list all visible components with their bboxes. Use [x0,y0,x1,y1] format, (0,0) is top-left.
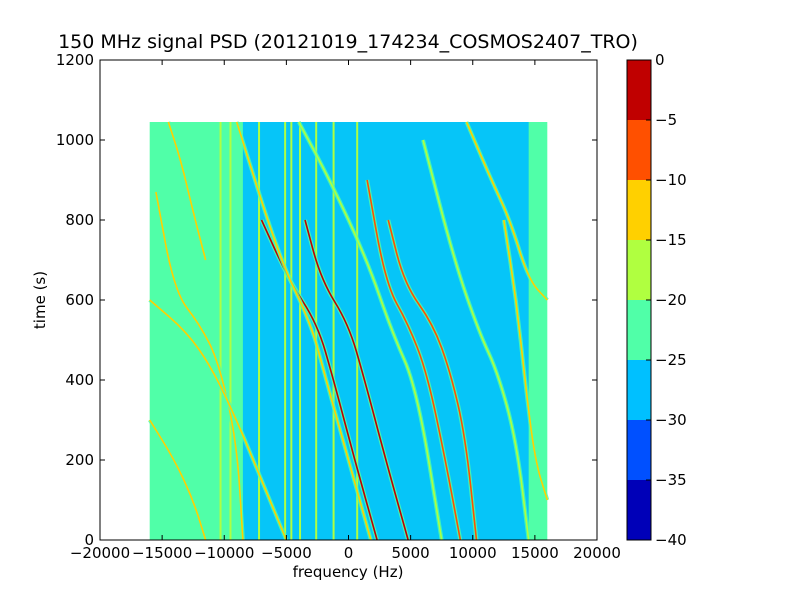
colorbar-segment [627,360,651,420]
plot-area [148,121,550,540]
y-tick-label: 800 [65,211,94,229]
y-tick-label: 600 [65,291,94,309]
colorbar-tick-label: 0 [655,51,665,69]
colorbar-tick-label: −30 [655,411,687,429]
colorbar-segment [627,480,651,540]
doppler-trace [149,419,207,540]
colorbar-tick-label: −15 [655,231,687,249]
x-tick-label: 15000 [511,544,559,562]
doppler-trace [155,191,244,540]
y-tick-label: 1200 [56,51,94,69]
y-tick-label: 400 [65,371,94,389]
x-tick-label: 0 [344,544,354,562]
colorbar-tick-label: −20 [655,291,687,309]
colorbar-segment [627,240,651,300]
colorbar-segment [627,180,651,240]
colorbar-tick-label: −5 [655,111,677,129]
x-tick-label: −10000 [194,544,254,562]
x-axis: −20000 −15000 −10000 −5000 0 5000 10000 15000 20… [70,60,621,562]
x-tick-label: 5000 [392,544,430,562]
doppler-trace [422,139,530,540]
colorbar-tick-label: −40 [655,531,687,549]
doppler-trace [260,219,378,540]
colorbar: −40 −35 −30 −25 −20 −15 −10 −5 0 [626,51,687,549]
y-tick-label: 1000 [56,131,94,149]
doppler-trace [235,121,372,540]
y-tick-label: 0 [84,531,94,549]
x-tick-label: −5000 [261,544,312,562]
doppler-trace [298,121,443,540]
colorbar-tick-label: −35 [655,471,687,489]
colorbar-segment [627,420,651,480]
y-tick-label: 200 [65,451,94,469]
doppler-trace [503,219,549,501]
doppler-trace [387,219,478,540]
colorbar-tick-label: −10 [655,171,687,189]
y-axis-label: time (s) [31,271,49,329]
x-tick-label: −20000 [70,544,130,562]
doppler-trace [167,121,207,261]
y-axis: 0 200 400 600 800 1000 1200 [56,51,597,549]
doppler-trace [149,299,288,540]
x-tick-label: 20000 [573,544,621,562]
chart-title: 150 MHz signal PSD (20121019_174234_COSM… [58,31,638,53]
colorbar-segment [627,60,651,120]
doppler-trace [304,219,409,540]
colorbar-segment [627,300,651,360]
doppler-trace [366,179,462,540]
x-tick-label: 10000 [449,544,497,562]
colorbar-segment [627,120,651,180]
colorbar-tick-label: −25 [655,351,687,369]
doppler-trace [465,121,548,301]
x-tick-label: −15000 [132,544,192,562]
x-axis-label: frequency (Hz) [293,563,404,581]
